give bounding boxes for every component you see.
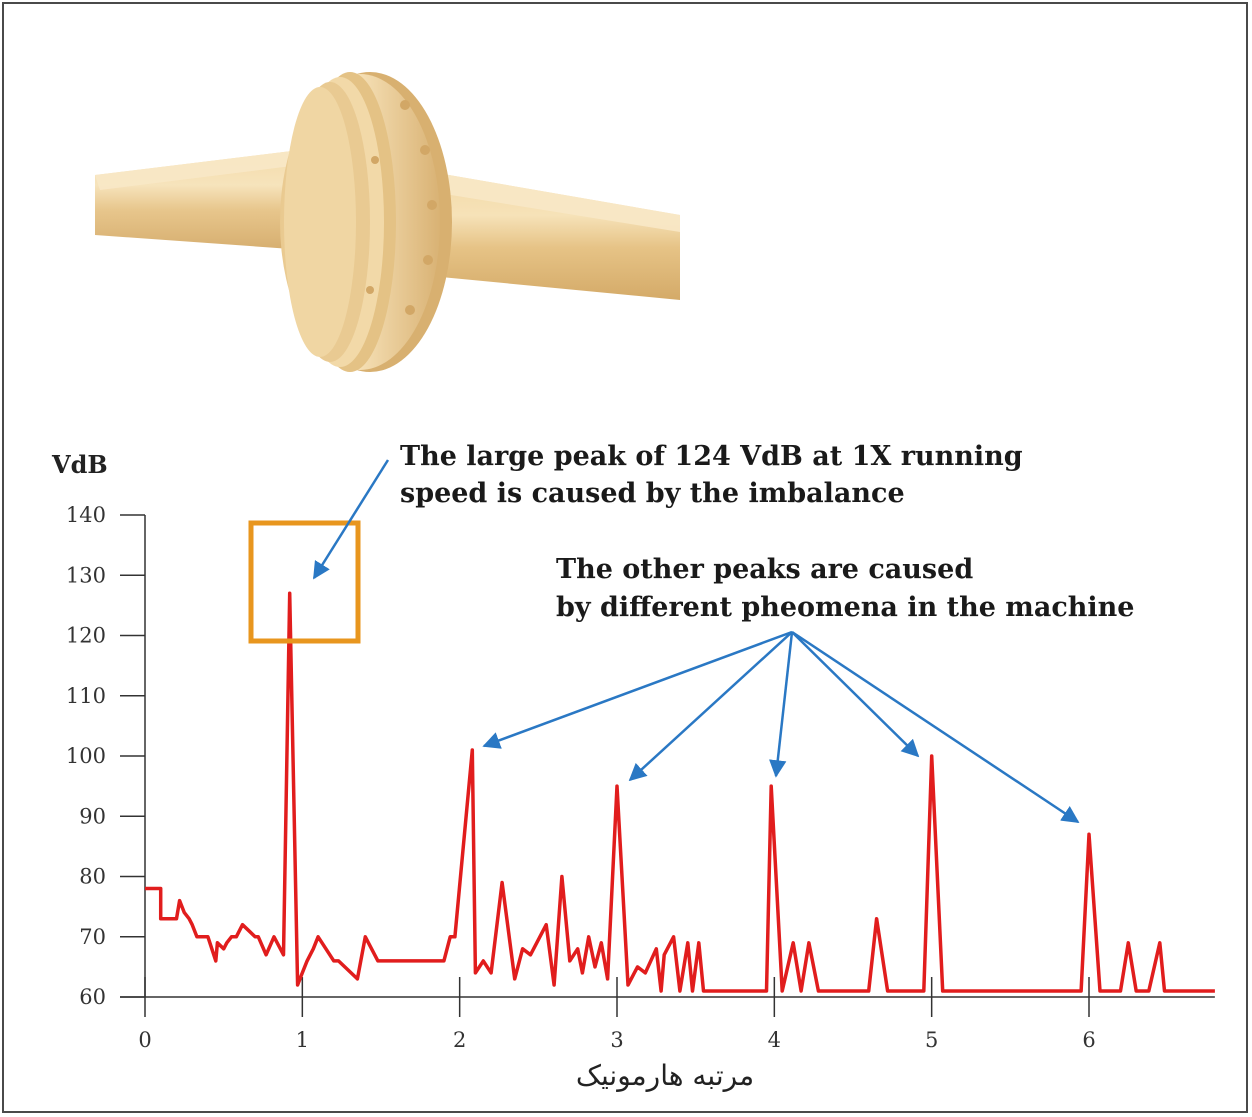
x-tick-label: 5 [925, 1028, 938, 1052]
y-tick-label: 110 [66, 684, 106, 708]
x-tick-label: 4 [768, 1028, 781, 1052]
annotation-2-line-2: by different pheomena in the machine [556, 592, 1134, 623]
annotation-1-line-2: speed is caused by the imbalance [400, 478, 905, 509]
x-axis-label: مرتبه هارمونیک [576, 1059, 754, 1092]
x-tick-label: 6 [1082, 1028, 1095, 1052]
y-tick-label: 100 [66, 744, 106, 768]
y-tick-label: 60 [79, 985, 106, 1009]
arrow-peak-6 [791, 630, 1080, 824]
annotation-2-line-1: The other peaks are caused [556, 554, 973, 585]
peak-highlight-box [248, 520, 361, 644]
x-tick-label: 0 [138, 1028, 151, 1052]
plot-area [145, 591, 1215, 993]
arrow-peak-3 [628, 631, 793, 782]
shaft-coupling-illustration [95, 72, 680, 372]
y-tick-label: 120 [66, 624, 106, 648]
x-tick-label: 1 [296, 1028, 309, 1052]
y-tick-label: 70 [79, 925, 106, 949]
series-line-0 [145, 591, 1215, 993]
x-tick-label: 2 [453, 1028, 466, 1052]
x-tick-label: 3 [610, 1028, 623, 1052]
y-tick-label: 140 [66, 503, 106, 527]
arrow-main-peak [312, 459, 390, 580]
annotation-1-line-1: The large peak of 124 VdB at 1X running [400, 441, 1023, 472]
y-tick-label: 130 [66, 563, 106, 587]
y-axis-label: VdB [51, 450, 108, 479]
arrow-peak-2 [482, 630, 793, 749]
arrow-peak-4 [769, 631, 794, 778]
y-tick-label: 80 [79, 865, 106, 889]
arrow-peak-5 [791, 631, 920, 758]
annotation-arrows [312, 459, 1080, 824]
y-tick-label: 90 [79, 804, 106, 828]
chart-axes: 60 70 80 90 100 110 120 130 140 0 1 2 3 4 5 6 [66, 503, 1215, 1052]
